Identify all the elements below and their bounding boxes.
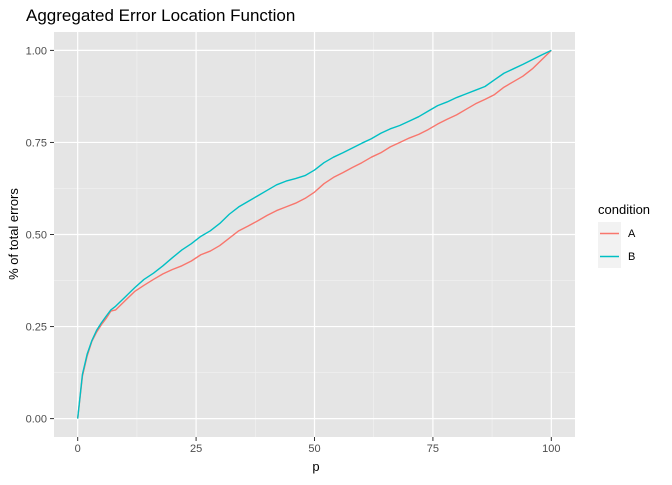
x-axis-label: p bbox=[312, 459, 319, 474]
series-line-A bbox=[76, 49, 552, 419]
x-tick-label: 0 bbox=[75, 443, 81, 455]
y-tick-label: 0.25 bbox=[26, 322, 47, 334]
legend-label: A bbox=[628, 228, 636, 240]
x-tick-label: 50 bbox=[308, 443, 320, 455]
x-tick-label: 100 bbox=[542, 443, 560, 455]
x-axis-ticks: 0 25 50 75 100 bbox=[75, 437, 560, 455]
legend: condition AB bbox=[598, 202, 650, 268]
series-layer bbox=[76, 49, 552, 419]
y-tick-label: 0.00 bbox=[26, 414, 47, 426]
y-axis-ticks: 0.00 0.25 0.50 0.75 1.00 bbox=[26, 45, 54, 426]
y-tick-label: 0.50 bbox=[26, 230, 47, 242]
major-gridlines bbox=[54, 32, 575, 437]
legend-title: condition bbox=[598, 202, 650, 217]
legend-label: B bbox=[628, 251, 635, 263]
x-tick-label: 75 bbox=[427, 443, 439, 455]
chart-title: Aggregated Error Location Function bbox=[26, 6, 295, 25]
series-line-B bbox=[76, 49, 552, 419]
y-tick-label: 1.00 bbox=[26, 45, 47, 57]
x-tick-label: 25 bbox=[190, 443, 202, 455]
y-axis-label: % of total errors bbox=[6, 188, 21, 280]
y-tick-label: 0.75 bbox=[26, 137, 47, 149]
legend-keys: AB bbox=[598, 222, 636, 268]
